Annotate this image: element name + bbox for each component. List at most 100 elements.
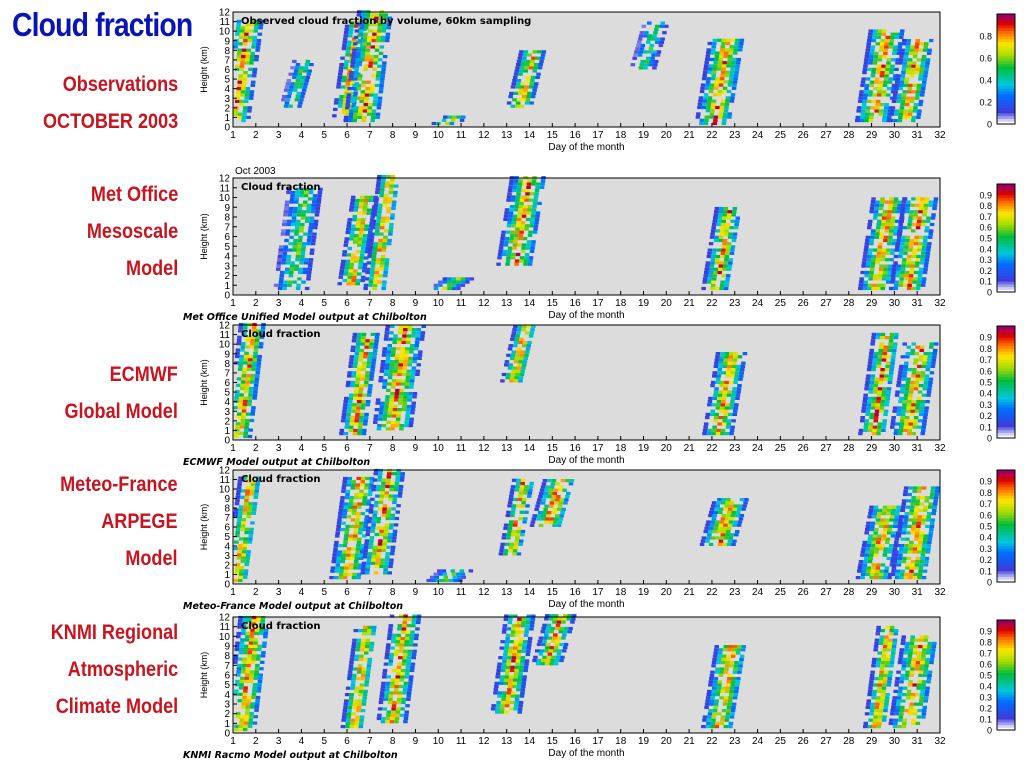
cloud-cell [233, 42, 239, 46]
cloud-cell [915, 64, 921, 68]
chart-header: Oct 2003 [235, 166, 276, 177]
cloud-cell [342, 278, 347, 283]
cloud-cell [869, 528, 874, 532]
cloud-cell [287, 91, 292, 95]
cloud-cell [900, 384, 906, 388]
cloud-cell [728, 80, 733, 84]
cloud-cell [908, 245, 914, 249]
cloud-cell [900, 387, 905, 391]
cloud-cell [720, 432, 725, 436]
cloud-cell [870, 569, 875, 573]
cloud-cell [536, 501, 541, 505]
cloud-cell [288, 72, 293, 76]
cloud-cell [249, 673, 254, 677]
chart-panel-1: Observed cloud fraction by volume, 60km … [199, 8, 1016, 153]
cloud-cell [644, 31, 649, 35]
cloud-cell [234, 569, 240, 573]
cloud-cell [870, 521, 876, 525]
cloud-cell [869, 550, 875, 554]
cloud-cell [456, 283, 461, 287]
colorbar-cell [997, 227, 1015, 231]
cloud-cell [398, 360, 404, 364]
cloud-cell [340, 85, 346, 89]
colorbar-cell [997, 509, 1015, 513]
cloud-cell [907, 112, 913, 116]
cloud-cell [337, 518, 342, 522]
cloud-cell [372, 29, 378, 33]
cloud-cell [394, 363, 399, 367]
cloud-cell [704, 526, 709, 530]
colorbar-cell [997, 520, 1015, 524]
cloud-cell [733, 355, 738, 359]
cloud-cell [402, 331, 408, 335]
cloud-cell [725, 99, 730, 103]
cloud-cell [651, 37, 656, 41]
cloud-cell [506, 353, 511, 357]
cloud-cell [254, 667, 260, 671]
cloud-cell [255, 695, 261, 700]
y-tick-label: 12 [219, 8, 231, 19]
cloud-cell [903, 489, 908, 493]
cloud-cell [356, 83, 362, 87]
cloud-cell [355, 227, 360, 231]
cloud-cell [889, 112, 895, 116]
cloud-cell [878, 267, 884, 271]
cloud-cell [920, 283, 926, 287]
cloud-cell [400, 350, 405, 354]
cloud-cell [723, 210, 728, 214]
colorbar-tick-label: 0.8 [979, 201, 992, 211]
cloud-cell [882, 531, 887, 535]
cloud-cell [345, 553, 351, 557]
cloud-cell [372, 545, 378, 549]
cloud-cell [277, 258, 282, 262]
cloud-cell [902, 115, 908, 119]
cloud-cell [369, 16, 375, 20]
cloud-cell [526, 75, 531, 79]
cloud-cell [922, 245, 927, 249]
cloud-cell [923, 267, 928, 271]
cloud-cell [901, 200, 907, 204]
cloud-cell [350, 64, 355, 68]
cloud-cell [523, 50, 529, 54]
cloud-cell [730, 400, 735, 404]
colorbar-cell [997, 16, 1015, 20]
cloud-cell [294, 194, 300, 198]
colorbar-cell [997, 66, 1015, 70]
cloud-cell [935, 486, 940, 490]
cloud-cell [357, 537, 362, 541]
cloud-cell [884, 71, 890, 75]
cloud-cell [521, 95, 527, 99]
cloud-cell [404, 350, 410, 354]
cloud-cell [868, 119, 873, 123]
cloud-cell [874, 77, 880, 81]
cloud-cell [245, 338, 251, 343]
cloud-cell [877, 213, 883, 217]
cloud-cell [370, 368, 375, 372]
cloud-cell [364, 19, 370, 23]
cloud-cell [344, 396, 349, 400]
cloud-cell [885, 537, 891, 541]
cloud-cell [247, 396, 253, 400]
cloud-cell [369, 483, 374, 487]
cloud-cell [352, 83, 357, 87]
cloud-cell [389, 222, 394, 227]
cloud-cell [361, 476, 366, 481]
cloud-cell [855, 576, 861, 580]
cloud-cell [507, 221, 512, 225]
cloud-cell [722, 390, 728, 394]
colorbar-cell [997, 407, 1015, 411]
cloud-cell [393, 494, 398, 498]
cloud-cell [400, 347, 405, 351]
cloud-cell [364, 55, 370, 59]
cloud-cell [539, 488, 545, 492]
cloud-cell [933, 200, 938, 204]
cloud-cell [342, 107, 347, 111]
cloud-cell [540, 485, 546, 489]
cloud-cell [386, 510, 391, 514]
cloud-cell [733, 352, 739, 356]
cloud-cell [882, 274, 887, 278]
cloud-cell [932, 355, 937, 359]
cloud-cell [886, 556, 891, 560]
cloud-cell [902, 556, 907, 560]
colorbar-tick-label: 0.8 [979, 344, 992, 354]
